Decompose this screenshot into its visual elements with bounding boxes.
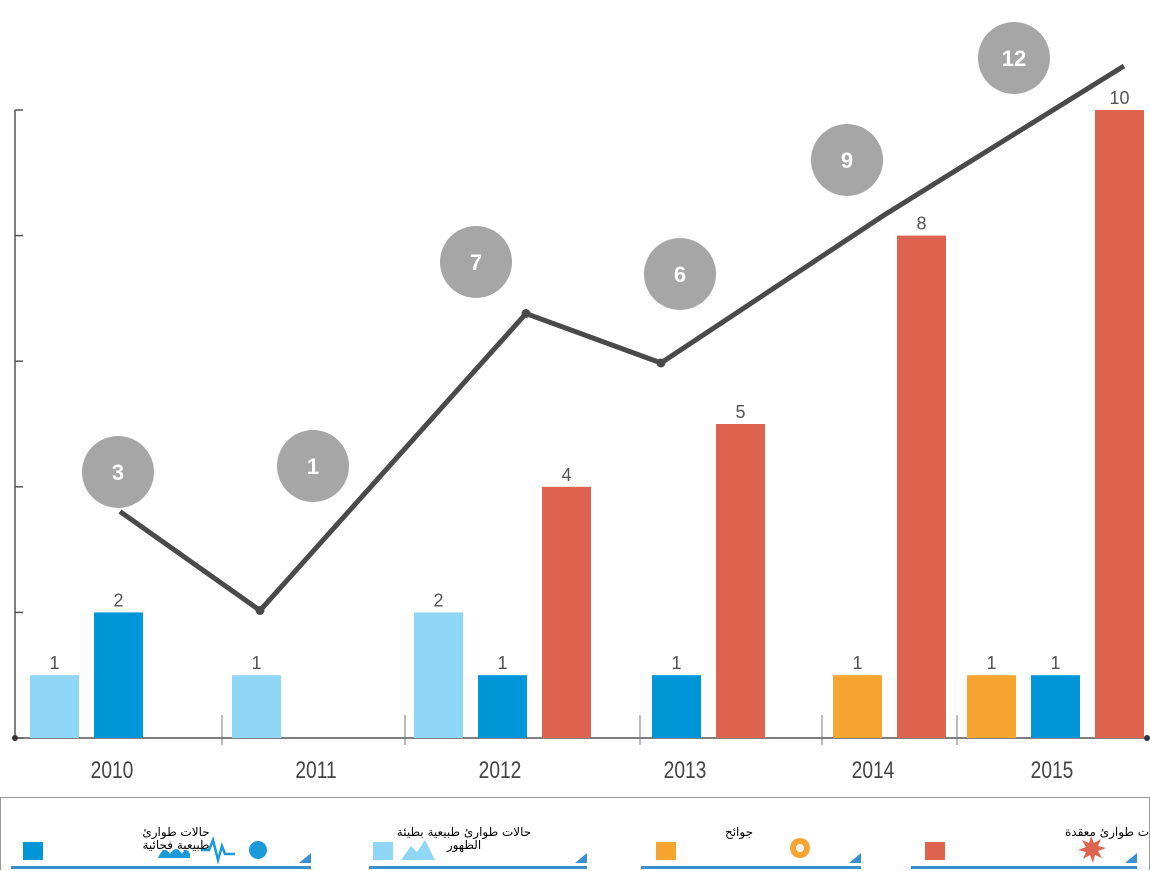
total-bubble	[277, 430, 349, 502]
bar	[30, 675, 79, 738]
value-label: 1	[49, 653, 59, 673]
line-vertex	[255, 606, 265, 615]
total-label: 6	[674, 262, 686, 287]
legend-corner	[575, 853, 587, 863]
legend-label: حالات طوارئ معقدة	[1065, 825, 1150, 839]
total-label: 1	[307, 454, 319, 479]
total-bubble	[82, 436, 154, 508]
value-label: 5	[735, 402, 745, 422]
bar	[542, 486, 591, 738]
total-bubble	[978, 22, 1050, 94]
axis-dot	[1144, 735, 1150, 741]
legend-corner	[1125, 853, 1137, 863]
bar	[232, 675, 281, 738]
icon-storm	[249, 841, 267, 859]
bar	[897, 235, 946, 738]
icon-bio-c	[796, 844, 804, 852]
legend-icon	[158, 835, 267, 864]
legend-icon	[1079, 836, 1106, 863]
legend-swatch	[23, 842, 43, 860]
total-label: 12	[1002, 46, 1026, 71]
total-label: 7	[470, 250, 482, 275]
icon-burst	[1079, 836, 1106, 863]
value-label: 1	[251, 653, 261, 673]
legend-label: حالات طوارئ طبيعية بطيئة الظهور	[396, 825, 532, 852]
bar	[1031, 675, 1080, 738]
value-label: 1	[497, 653, 507, 673]
total-bubble	[440, 226, 512, 298]
legend-label: جوائح	[724, 825, 754, 839]
bar	[967, 675, 1016, 738]
legend-corner	[849, 853, 861, 863]
value-label: 1	[852, 653, 862, 673]
total-label: 3	[112, 460, 124, 485]
value-label: 2	[433, 590, 443, 610]
axis-dot	[12, 735, 18, 741]
total-bubble	[811, 124, 883, 196]
line-vertex	[656, 358, 666, 368]
legend-swatch	[373, 842, 393, 860]
x-tick-label: 2010	[91, 756, 134, 784]
legend-swatch	[656, 842, 676, 860]
bar	[716, 424, 765, 738]
total-label: 9	[841, 148, 853, 173]
legend-icon	[790, 838, 810, 858]
value-label: 8	[916, 214, 926, 234]
totals-line	[118, 63, 1126, 614]
line-vertex	[521, 309, 531, 318]
bar	[833, 675, 882, 738]
icon-wave	[158, 849, 190, 858]
x-tick-label: 2011	[295, 756, 336, 784]
icon-quake	[201, 835, 235, 864]
x-tick-label: 2012	[479, 756, 522, 784]
legend-item: جوائح	[641, 820, 861, 869]
value-label: 10	[1109, 88, 1129, 108]
legend: حالات طوارئ طبيعية فجائية حالات طوارئ طبي…	[0, 797, 1150, 870]
bar	[414, 612, 463, 738]
value-label: 1	[671, 653, 681, 673]
icon-drought	[401, 840, 435, 860]
x-tick-label: 2014	[852, 756, 895, 784]
bar	[478, 675, 527, 738]
value-label: 2	[113, 590, 123, 610]
legend-corner	[299, 853, 311, 863]
legend-item: حالات طوارئ طبيعية بطيئة الظهور	[369, 820, 587, 869]
legend-item: حالات طوارئ طبيعية فجائية	[11, 820, 311, 869]
legend-label: حالات طوارئ طبيعية فجائية	[142, 825, 210, 852]
value-label: 1	[1050, 653, 1060, 673]
bar	[94, 612, 143, 738]
legend-icon	[401, 840, 435, 860]
x-tick-label: 2013	[664, 756, 707, 784]
bar	[1095, 110, 1144, 738]
legend-item: حالات طوارئ معقدة	[911, 820, 1150, 869]
legend-swatch	[925, 842, 945, 860]
value-label: 1	[986, 653, 996, 673]
x-tick-label: 2015	[1031, 756, 1074, 784]
bar	[652, 675, 701, 738]
value-label: 4	[561, 465, 571, 485]
total-bubble	[644, 238, 716, 310]
